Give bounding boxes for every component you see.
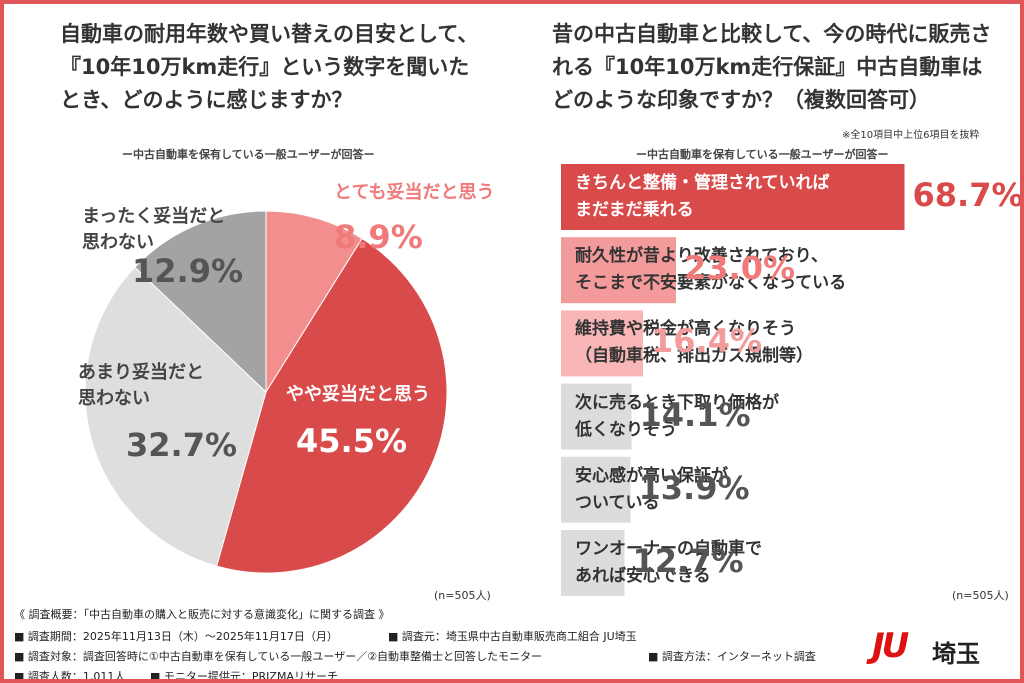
footer-item: ■ 調査対象：調査回答時に①中古自動車を保有している一般ユーザー／②自動車整備士… [14, 650, 543, 663]
bar-label: ワンオーナーの自動車で あれば安心できる [575, 539, 762, 586]
bar-subtitle: ー中古自動車を保有している一般ユーザーが回答ー [636, 148, 889, 161]
bar-value: 12.7% [632, 542, 744, 580]
slice-label: あまり妥当だと 思わない [78, 362, 204, 409]
pie-slice [84, 266, 267, 567]
footer-item: ■ 調査期間：2025年11月13日（木）〜2025年11月17日（月） [14, 630, 338, 643]
bar-label: 耐久性が昔より改善されており、 そこまで不安要素がなくなっている [575, 246, 847, 294]
pie-note: (n=505人) [434, 589, 491, 602]
footer-heading: 《 調査概要：「中古自動車の購入と販売に対する意識変化」に関する調査 》 [14, 608, 390, 621]
slice-value: 32.7% [126, 426, 238, 464]
pie-slice [265, 210, 363, 394]
bar-label: きちんと整備・管理されていれば まだまだ乗れる [575, 173, 830, 220]
bar-caption: ※全10項目中上位6項目を抜粋 [842, 130, 980, 141]
slice-label: まったく妥当だと 思わない [82, 206, 226, 253]
bar [561, 310, 643, 377]
pie-slice [215, 237, 448, 574]
bar [561, 237, 676, 304]
logo-mark: JU [872, 626, 909, 666]
pie-slice [134, 210, 267, 394]
bar-title: 昔の中古自動車と比較して、今の時代に販売される『10年10万km走行保証』中古自… [552, 22, 992, 112]
bar-value: 23.0% [684, 249, 796, 288]
footer-item: ■ モニター提供元：PRIZMAリサーチ [150, 670, 338, 683]
bar-value: 16.4% [651, 322, 763, 361]
chart-canvas [84, 164, 905, 596]
slice-label: とても妥当だと思う [334, 182, 495, 203]
bar [561, 530, 625, 596]
bar-label: 次に売るとき下取り価格が 低くなりそう [575, 392, 779, 440]
bar [561, 164, 905, 230]
bar-value: 13.9% [638, 468, 750, 507]
footer-item: ■ 調査元：埼玉県中古自動車販売商工組合 JU埼玉 [388, 630, 637, 643]
pie-title: 自動車の耐用年数や買い替えの目安として、『10年10万km走行』という数字を聞い… [60, 22, 479, 112]
slice-value: 12.9% [132, 252, 244, 290]
bar [561, 383, 632, 450]
logo-text: 埼玉 [932, 640, 980, 668]
slice-label: やや妥当だと思う [286, 384, 430, 405]
slice-value: 45.5% [296, 422, 408, 460]
bar-label: 安心感が高い保証が ついている [575, 465, 728, 513]
pie-subtitle: ー中古自動車を保有している一般ユーザーが回答ー [122, 148, 375, 161]
bar-value: 14.1% [639, 395, 751, 434]
bar-value: 68.7% [912, 176, 1024, 214]
bar [561, 456, 631, 523]
bar-label: 維持費や税金が高くなりそう （自動車税、排出ガス規制等） [575, 319, 813, 367]
footer-item: ■ 調査人数：1,011人 [14, 670, 126, 683]
footer-item: ■ 調査方法：インターネット調査 [648, 650, 816, 663]
slice-value: 8.9% [334, 218, 423, 256]
bar-note: (n=505人) [952, 589, 1009, 602]
